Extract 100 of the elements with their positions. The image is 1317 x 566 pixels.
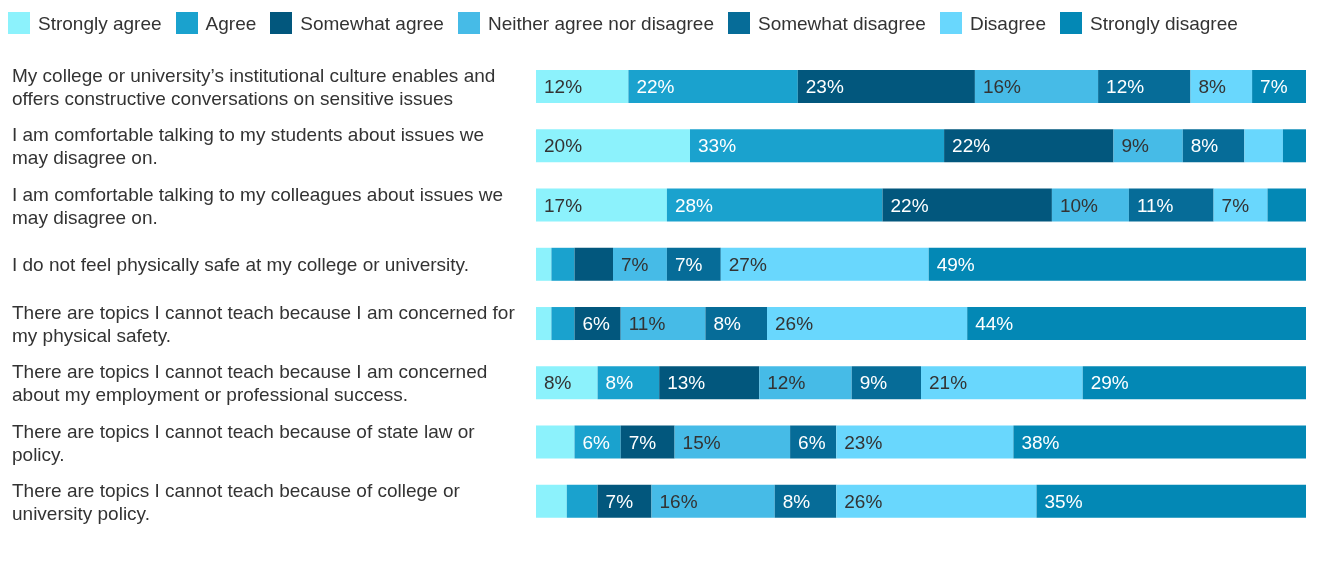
bar — [620, 307, 706, 341]
bar — [1082, 366, 1306, 400]
bar — [536, 188, 667, 222]
data-label: 7% — [1221, 194, 1250, 216]
bar — [1098, 70, 1191, 104]
legend-label: Somewhat disagree — [756, 13, 926, 34]
bar — [928, 247, 1306, 281]
y-tick-label: There are topics I cannot teach because of college or university policy. — [12, 479, 461, 524]
bar — [1113, 129, 1183, 163]
bar — [551, 247, 575, 281]
bar — [967, 307, 1306, 341]
data-label: 16% — [982, 76, 1022, 98]
bar — [944, 129, 1114, 163]
bar — [1036, 484, 1306, 518]
data-label: 38% — [1021, 431, 1060, 453]
bar — [1213, 188, 1268, 222]
y-tick-label: I do not feel physically safe at my college or university. — [12, 253, 469, 275]
bar — [836, 484, 1037, 518]
bar — [851, 366, 921, 400]
bar — [759, 366, 852, 400]
legend-label: Agree — [204, 13, 257, 34]
data-label: 7% — [674, 253, 703, 275]
bar — [974, 70, 1099, 104]
data-label: 13% — [667, 372, 706, 394]
bar — [566, 484, 598, 518]
bar — [666, 188, 883, 222]
bar — [536, 70, 629, 104]
bar — [551, 307, 575, 341]
data-label: 22% — [952, 135, 991, 157]
data-label: 29% — [1090, 372, 1129, 394]
bar — [836, 425, 1014, 459]
data-label: 12% — [1106, 76, 1145, 98]
bar — [536, 425, 575, 459]
data-label: 27% — [728, 253, 767, 275]
bar — [574, 247, 613, 281]
bar — [536, 484, 567, 518]
bar — [651, 484, 775, 518]
data-label: 9% — [859, 372, 888, 394]
legend-label: Somewhat agree — [299, 13, 444, 34]
y-tick-label: There are topics I cannot teach because of state law or policy. — [12, 420, 476, 465]
bar — [536, 307, 552, 341]
data-label: 8% — [1198, 76, 1227, 98]
data-label: 17% — [544, 194, 583, 216]
bar — [921, 366, 1083, 400]
legend-label: Strongly disagree — [1088, 13, 1238, 34]
bar — [666, 247, 721, 281]
data-label: 20% — [544, 135, 583, 157]
legend-label: Strongly agree — [37, 13, 162, 34]
data-label: 7% — [605, 490, 634, 512]
y-tick-label: There are topics I cannot teach because I am concerned about my employment or professional success. — [12, 360, 488, 405]
bar — [536, 366, 598, 400]
data-label: 11% — [628, 313, 666, 335]
data-label: 9% — [1121, 135, 1150, 157]
data-label: 21% — [929, 372, 968, 394]
data-label: 6% — [582, 431, 611, 453]
data-label: 6% — [582, 313, 611, 335]
data-label: 33% — [698, 135, 737, 157]
y-tick-label: I am comfortable talking to my colleagues about issues we may disagree on. — [12, 183, 504, 228]
data-label: 7% — [621, 253, 649, 275]
bar — [1128, 188, 1214, 222]
bar — [597, 484, 652, 518]
data-label: 23% — [844, 431, 883, 453]
data-label: 11% — [1136, 194, 1174, 216]
data-label: 8% — [713, 313, 741, 335]
bar — [720, 247, 929, 281]
bar — [620, 425, 675, 459]
data-label: 16% — [659, 490, 698, 512]
data-label: 28% — [674, 194, 714, 216]
bar — [1267, 188, 1306, 222]
bar — [536, 129, 690, 163]
data-label: 7% — [628, 431, 657, 453]
data-label: 49% — [936, 253, 975, 275]
data-label: 22% — [636, 76, 675, 98]
bar — [882, 188, 1052, 222]
bar — [659, 366, 760, 400]
legend-label: Neither agree nor disagree — [486, 13, 714, 34]
bar — [1051, 188, 1129, 222]
data-label: 15% — [682, 431, 721, 453]
data-label: 8% — [1190, 135, 1219, 157]
bar — [797, 70, 975, 104]
data-label: 6% — [798, 431, 826, 453]
legend-label: Disagree — [968, 13, 1046, 34]
data-label: 26% — [844, 490, 883, 512]
data-label: 26% — [775, 313, 814, 335]
bar — [690, 129, 945, 163]
data-label: 8% — [605, 372, 634, 394]
data-label: 44% — [975, 313, 1014, 335]
bar — [1282, 129, 1306, 163]
y-tick-label: There are topics I cannot teach because I am concerned for my physical safety. — [12, 301, 516, 346]
data-label: 23% — [805, 76, 844, 98]
bar — [705, 307, 767, 341]
bar — [1244, 129, 1283, 163]
y-tick-label: I am comfortable talking to my students about issues we may disagree on. — [12, 123, 485, 168]
bar — [613, 247, 667, 281]
data-label: 12% — [544, 76, 583, 98]
bar — [536, 247, 552, 281]
data-label: 8% — [544, 372, 572, 394]
bar — [767, 307, 968, 341]
y-tick-label: My college or university’s institutional culture enables and offers constructive conversations on sensitive issues — [12, 64, 496, 109]
data-label: 7% — [1260, 76, 1288, 98]
